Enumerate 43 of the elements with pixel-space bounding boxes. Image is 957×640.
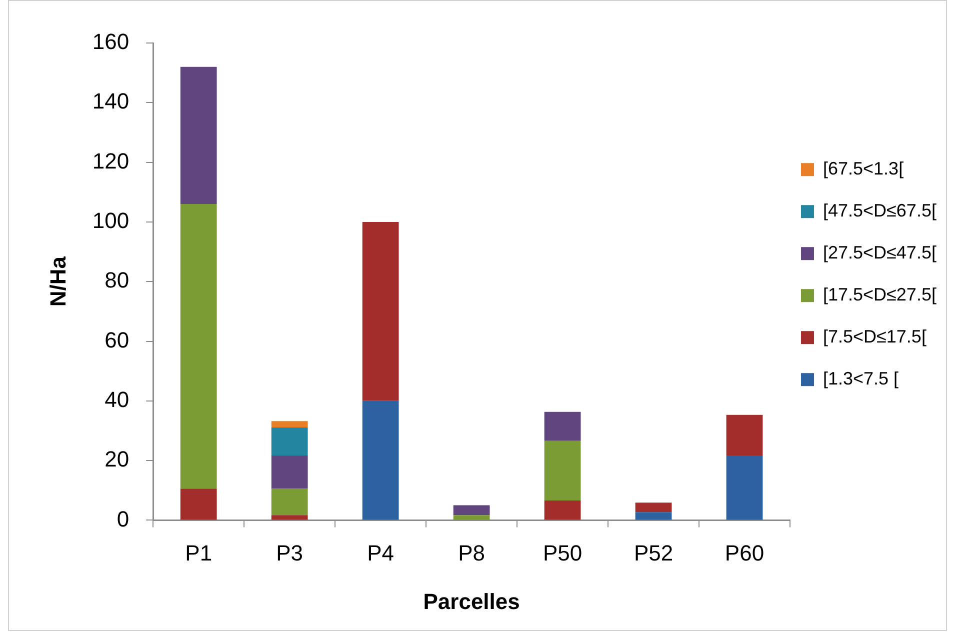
bar	[180, 204, 217, 489]
y-tick-label: 160	[92, 29, 130, 54]
bar	[635, 502, 672, 512]
bar	[271, 488, 308, 516]
bar	[271, 515, 308, 520]
x-tick-label: P4	[367, 540, 394, 566]
legend-label: [17.5<D≤27.5[	[823, 284, 936, 305]
bar	[271, 455, 308, 489]
y-tick-label: 0	[116, 506, 130, 532]
bar	[544, 412, 581, 441]
y-tick-label: 100	[92, 208, 130, 234]
y-tick-label: 120	[92, 148, 130, 174]
bar	[180, 488, 217, 520]
x-tick-label: P52	[634, 540, 674, 566]
bar	[453, 515, 490, 520]
bar	[726, 455, 763, 520]
x-tick-label: P8	[458, 540, 486, 566]
legend-label: [47.5<D≤67.5[	[823, 200, 936, 221]
bar	[635, 512, 672, 520]
y-axis-title: N/Ha	[45, 256, 70, 307]
bar	[544, 500, 581, 520]
x-tick-label: P50	[542, 540, 582, 566]
bar	[453, 505, 490, 516]
x-tick-label: P3	[276, 540, 304, 566]
bar	[180, 66, 217, 204]
bar	[726, 414, 763, 456]
x-tick-label: P60	[724, 540, 764, 566]
legend-label: [27.5<D≤47.5[	[823, 242, 936, 263]
bar	[271, 427, 308, 456]
y-tick-label: 20	[104, 446, 130, 472]
x-tick-label: P1	[185, 540, 212, 566]
legend-label: [67.5<1.3[	[823, 158, 904, 179]
y-tick-label: 40	[104, 386, 130, 412]
legend-label: [1.3<7.5 [	[823, 368, 899, 389]
bar	[271, 421, 308, 428]
y-tick-label: 60	[104, 327, 130, 352]
bar	[362, 222, 399, 401]
bar	[362, 400, 399, 520]
legend-label: [7.5<D≤17.5[	[823, 326, 926, 347]
bar	[544, 440, 581, 501]
y-tick-label: 80	[104, 268, 130, 293]
y-tick-label: 140	[92, 88, 130, 114]
x-axis-title: Parcelles	[423, 588, 520, 614]
